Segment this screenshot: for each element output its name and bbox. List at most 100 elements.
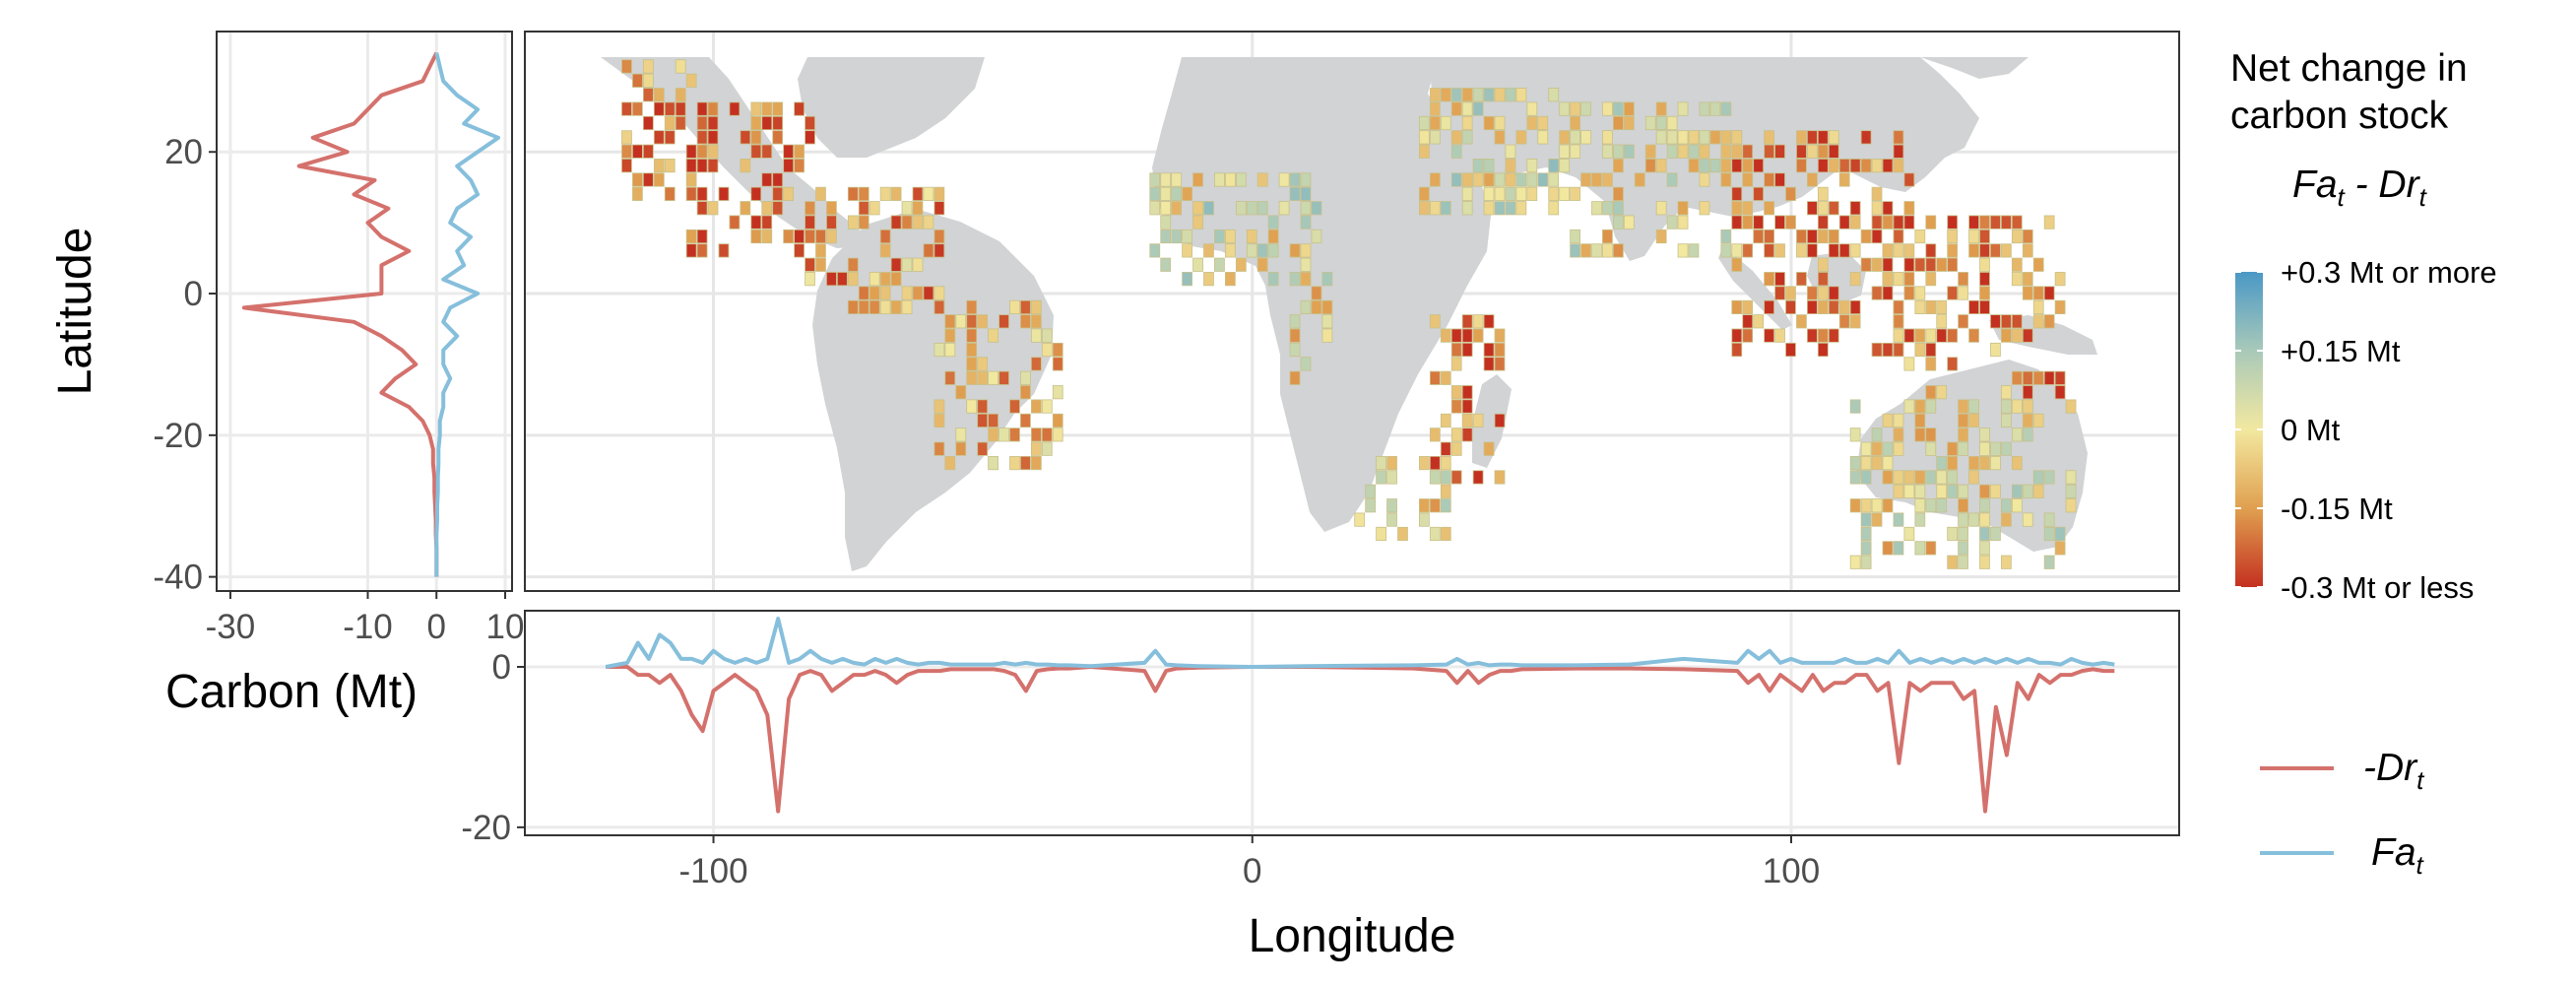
- map-grid-cell: [1440, 115, 1451, 131]
- map-grid-cell: [707, 159, 719, 173]
- map-grid-cell: [2032, 257, 2044, 272]
- map-grid-cell: [794, 159, 805, 173]
- map-grid-cell: [1958, 512, 1968, 527]
- map-grid-cell: [1472, 413, 1484, 428]
- map-grid-cell: [944, 314, 956, 329]
- map-grid-cell: [1860, 470, 1872, 485]
- map-grid-cell: [1440, 328, 1451, 343]
- map-grid-cell: [2011, 229, 2023, 244]
- map-grid-cell: [1807, 286, 1818, 300]
- map-grid-cell: [1041, 428, 1053, 442]
- map-grid-cell: [621, 130, 632, 145]
- map-grid-cell: [1914, 299, 1926, 314]
- map-grid-cell: [1990, 441, 2001, 456]
- lon-y-tick-label: -20: [461, 809, 511, 847]
- map-grid-cell: [1882, 455, 1894, 471]
- map-grid-cell: [1171, 201, 1183, 216]
- latitude-axis-title: Latitude: [49, 228, 101, 396]
- map-grid-cell: [794, 101, 805, 116]
- map-grid-cell: [1570, 130, 1580, 145]
- map-grid-cell: [1893, 215, 1904, 230]
- map-grid-cell: [1893, 243, 1904, 258]
- map-grid-cell: [879, 286, 891, 300]
- map-grid-cell: [1289, 172, 1301, 187]
- map-grid-cell: [805, 272, 815, 287]
- map-grid-cell: [2022, 328, 2033, 343]
- map-grid-cell: [1214, 257, 1225, 272]
- map-grid-cell: [1450, 172, 1462, 187]
- map-grid-cell: [761, 172, 773, 187]
- map-grid-cell: [1958, 413, 1968, 428]
- map-grid-cell: [750, 229, 762, 244]
- map-grid-cell: [1979, 555, 1990, 569]
- map-grid-cell: [696, 115, 708, 131]
- map-grid-cell: [1559, 144, 1571, 159]
- map-grid-cell: [772, 186, 784, 201]
- map-grid-cell: [2054, 385, 2066, 400]
- map-grid-cell: [1860, 498, 1872, 513]
- map-grid-cell: [988, 428, 998, 442]
- map-grid-cell: [1871, 286, 1883, 300]
- map-grid-cell: [1570, 229, 1580, 244]
- map-grid-cell: [1817, 272, 1829, 287]
- map-grid-cell: [2022, 512, 2033, 527]
- map-grid-cell: [1849, 470, 1861, 485]
- map-grid-cell: [1979, 272, 1990, 287]
- map-grid-cell: [1871, 512, 1883, 527]
- map-grid-cell: [2011, 272, 2023, 287]
- map-grid-cell: [1882, 272, 1894, 287]
- map-grid-cell: [1461, 88, 1473, 102]
- map-grid-cell: [761, 101, 773, 116]
- map-grid-cell: [988, 328, 998, 343]
- map-grid-cell: [1807, 328, 1818, 343]
- map-grid-cell: [642, 73, 654, 88]
- map-grid-cell: [1483, 115, 1495, 131]
- map-grid-cell: [1267, 215, 1279, 230]
- map-grid-cell: [1644, 159, 1656, 173]
- map-grid-cell: [685, 186, 697, 201]
- map-grid-cell: [1203, 201, 1214, 216]
- map-grid-cell: [1225, 243, 1236, 258]
- map-grid-cell: [1893, 159, 1904, 173]
- longitude-tick-label: -100: [678, 852, 747, 890]
- map-grid-cell: [1041, 441, 1053, 456]
- map-grid-cell: [1925, 357, 1937, 371]
- map-grid-cell: [1925, 342, 1937, 358]
- map-grid-cell: [1914, 229, 1926, 244]
- map-grid-cell: [1440, 88, 1451, 102]
- map-grid-cell: [1882, 441, 1894, 456]
- longitude-axis-ticks: -100 0 100: [678, 835, 1820, 890]
- map-grid-cell: [1936, 385, 1948, 400]
- map-grid-cell: [2022, 484, 2033, 498]
- map-grid-cell: [858, 215, 869, 230]
- map-grid-cell: [1300, 243, 1312, 258]
- map-grid-cell: [1548, 159, 1560, 173]
- map-grid-cell: [1429, 88, 1441, 102]
- map-grid-cell: [934, 441, 945, 456]
- map-grid-cell: [1860, 512, 1872, 527]
- map-grid-cell: [696, 243, 708, 258]
- map-grid-cell: [2043, 314, 2055, 329]
- map-grid-cell: [653, 172, 665, 187]
- map-grid-cell: [1450, 441, 1462, 456]
- map-grid-cell: [1742, 243, 1754, 258]
- map-grid-cell: [653, 159, 665, 173]
- map-grid-cell: [2043, 526, 2055, 542]
- map-grid-cell: [1461, 115, 1473, 131]
- map-grid-cell: [2054, 299, 2066, 314]
- map-grid-cell: [1709, 130, 1721, 145]
- map-grid-cell: [1871, 498, 1883, 513]
- map-grid-cell: [1429, 370, 1441, 385]
- map-grid-cell: [1936, 470, 1948, 485]
- map-grid-cell: [2011, 215, 2023, 230]
- map-grid-cell: [1419, 130, 1430, 145]
- map-grid-cell: [1602, 243, 1613, 258]
- map-grid-cell: [2022, 385, 2033, 400]
- map-grid-cell: [923, 215, 934, 230]
- map-grid-cell: [1731, 257, 1743, 272]
- map-grid-cell: [621, 159, 632, 173]
- carbon-axis-ticks-top: -30 -10 0 10: [206, 591, 524, 646]
- map-grid-cell: [1979, 455, 1990, 471]
- map-grid-cell: [1720, 144, 1732, 159]
- map-grid-cell: [1365, 484, 1377, 498]
